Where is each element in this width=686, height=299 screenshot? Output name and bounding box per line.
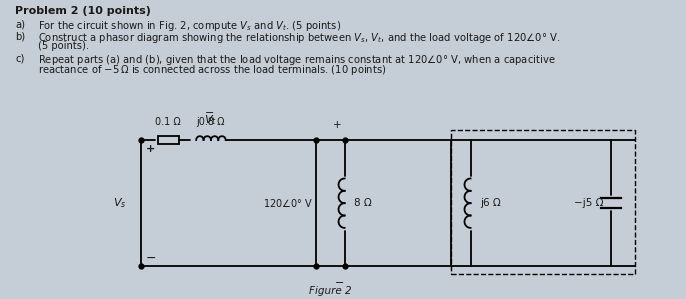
- Bar: [451, 130, 635, 274]
- Text: b): b): [15, 31, 25, 41]
- Text: reactance of $-5\,\Omega$ is connected across the load terminals. (10 points): reactance of $-5\,\Omega$ is connected a…: [38, 63, 386, 77]
- Text: −: −: [335, 278, 344, 288]
- Text: Construct a phasor diagram showing the relationship between $V_s$, $V_t$, and th: Construct a phasor diagram showing the r…: [38, 31, 560, 45]
- Text: $120\angle 0°$ V: $120\angle 0°$ V: [263, 197, 314, 209]
- Text: j0.8 Ω: j0.8 Ω: [197, 117, 225, 127]
- Text: 0.1 Ω: 0.1 Ω: [156, 117, 181, 127]
- Text: Problem 2 (10 points): Problem 2 (10 points): [15, 6, 151, 16]
- Text: $V_t$: $V_t$: [204, 113, 216, 127]
- Text: 8 Ω: 8 Ω: [354, 198, 372, 208]
- Text: −: −: [205, 108, 215, 118]
- Text: $V_s$: $V_s$: [113, 196, 127, 210]
- Text: For the circuit shown in Fig. 2, compute $V_s$ and $V_t$. (5 points): For the circuit shown in Fig. 2, compute…: [38, 19, 341, 33]
- Text: j6 Ω: j6 Ω: [480, 198, 501, 208]
- Text: c): c): [15, 53, 25, 63]
- Text: (5 points).: (5 points).: [38, 41, 88, 51]
- Text: Repeat parts (a) and (b), given that the load voltage remains constant at $120\a: Repeat parts (a) and (b), given that the…: [38, 53, 555, 67]
- Text: Figure 2: Figure 2: [309, 286, 351, 296]
- Bar: [158, 135, 179, 144]
- Text: a): a): [15, 19, 25, 30]
- Text: −j5 Ω: −j5 Ω: [573, 198, 603, 208]
- Text: +: +: [333, 120, 341, 130]
- Text: −: −: [146, 251, 156, 265]
- Text: +: +: [146, 144, 155, 154]
